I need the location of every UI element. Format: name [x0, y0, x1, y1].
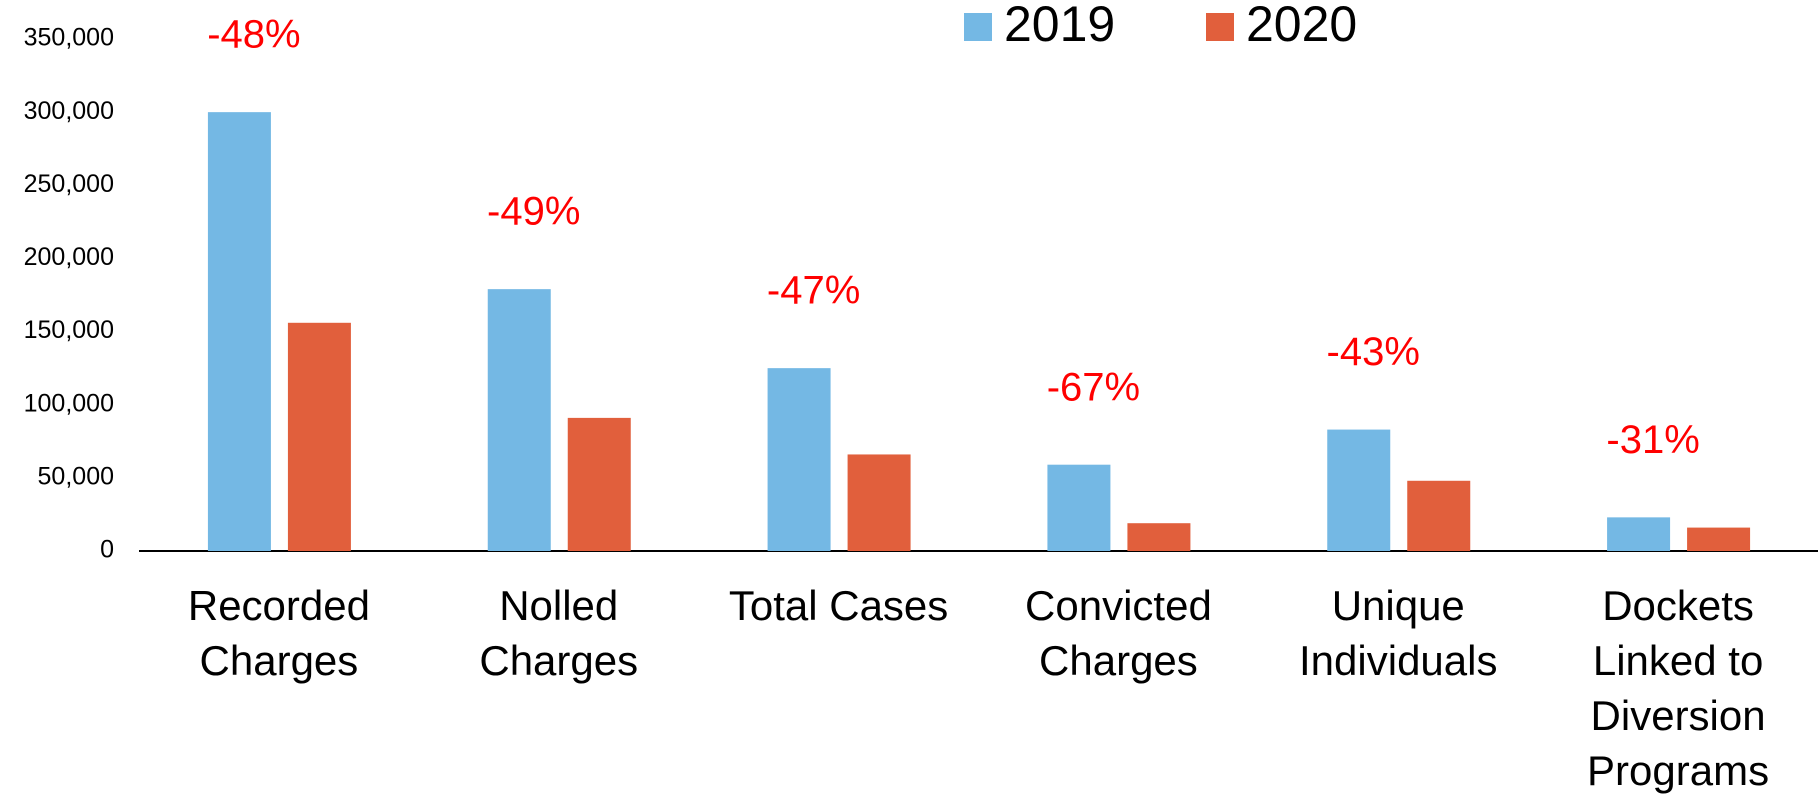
annotation: -67%	[1047, 365, 1140, 409]
bar	[287, 322, 351, 551]
legend-swatch	[964, 13, 992, 41]
bar	[567, 417, 631, 551]
y-tick-label: 300,000	[24, 97, 114, 125]
bar	[767, 368, 831, 551]
annotation: -48%	[207, 13, 300, 57]
y-tick-label: 350,000	[24, 24, 114, 52]
annotation: -47%	[767, 269, 860, 313]
annotation: -31%	[1606, 418, 1699, 462]
annotation: -49%	[487, 190, 580, 234]
bar	[1607, 517, 1671, 551]
y-tick-label: 250,000	[24, 170, 114, 198]
annotation: -43%	[1327, 330, 1420, 374]
y-tick-label: 200,000	[24, 243, 114, 271]
x-tick-label: Dockets Linked to Diversion Programs	[1587, 582, 1769, 794]
bar	[1127, 523, 1191, 551]
legend-label: 2019	[1004, 0, 1115, 52]
y-tick-label: 50,000	[38, 462, 114, 490]
bar	[1687, 527, 1751, 551]
x-tick-label: Recorded Charges	[188, 582, 370, 684]
y-tick-label: 0	[100, 536, 114, 564]
bar	[207, 112, 271, 552]
y-tick-label: 150,000	[24, 316, 114, 344]
y-tick-label: 100,000	[24, 389, 114, 417]
x-tick-label: Unique Individuals	[1299, 582, 1497, 684]
bar	[1327, 429, 1391, 551]
x-tick-label: Nolled Charges	[479, 582, 638, 684]
x-tick-label: Total Cases	[729, 582, 948, 629]
bar	[1407, 480, 1471, 551]
bar	[847, 454, 911, 551]
legend-label: 2020	[1246, 0, 1357, 52]
legend-swatch	[1206, 13, 1234, 41]
bar	[1047, 464, 1111, 551]
x-tick-label: Convicted Charges	[1025, 582, 1212, 684]
bar	[487, 289, 551, 551]
